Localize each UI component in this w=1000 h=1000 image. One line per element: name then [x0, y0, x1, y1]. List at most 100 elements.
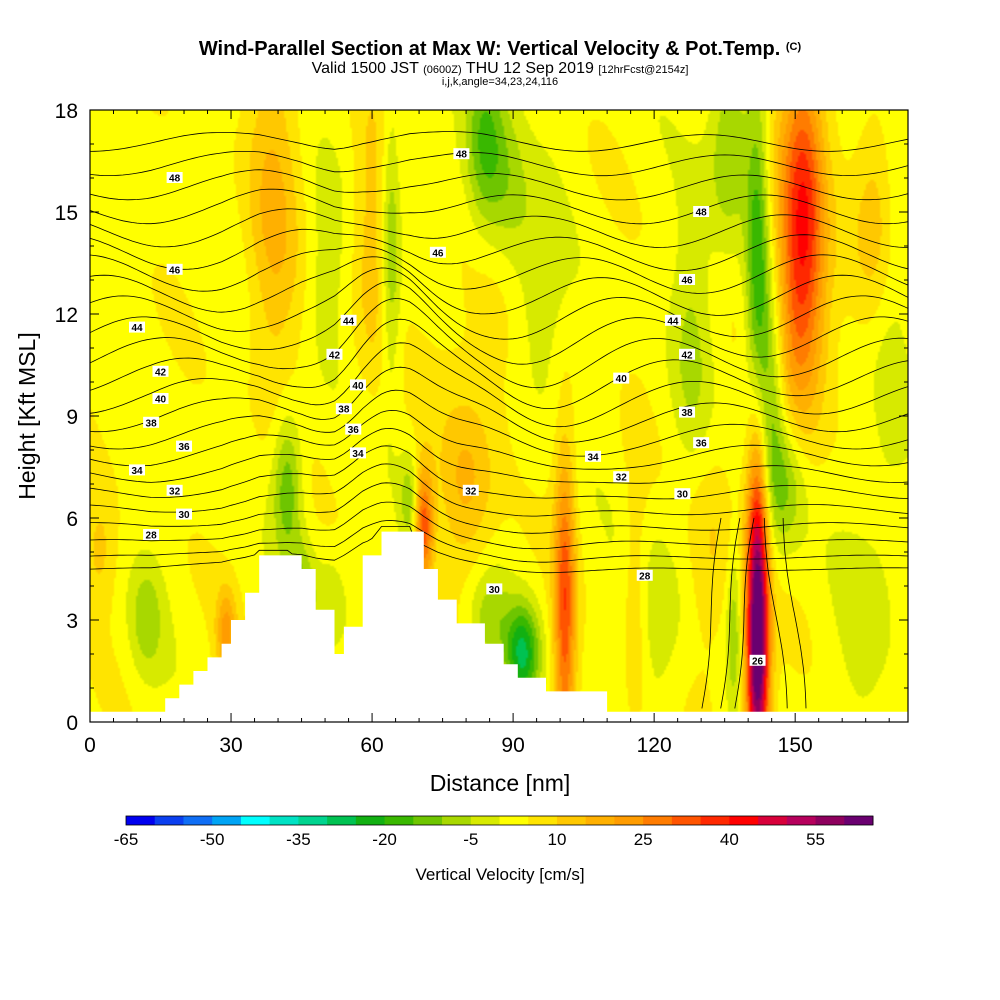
plot-area: 48 48 48 46 46 46 44 44 44 42 42 42 40 40 40 38 38 38 36 36…: [89, 109, 909, 723]
colorbar-tick-label: 55: [806, 830, 825, 849]
theta-contour-27: [90, 520, 908, 563]
theta-contour-44: [90, 208, 908, 248]
svg-text:48: 48: [456, 150, 468, 161]
svg-text:40: 40: [616, 374, 628, 385]
svg-text:28: 28: [639, 571, 651, 582]
colorbar-swatch: [499, 816, 529, 825]
x-tick-label: 120: [637, 734, 672, 757]
contour-label: 44: [664, 314, 681, 327]
colorbar-tick-label: -35: [286, 830, 311, 849]
contour-label: 30: [486, 583, 503, 596]
theta-contour-vertical: [782, 517, 807, 709]
contour-label: 46: [166, 263, 183, 276]
colorbar-swatch: [815, 816, 845, 825]
colorbar-swatch: [470, 816, 500, 825]
contour-label: 42: [152, 365, 169, 378]
theta-contour-48: [90, 131, 908, 152]
svg-text:28: 28: [146, 531, 158, 542]
x-tick-label: 0: [84, 734, 96, 757]
svg-text:34: 34: [587, 452, 599, 463]
theta-contours: [90, 131, 908, 709]
contour-label: 44: [129, 321, 146, 334]
contour-label: 40: [613, 372, 630, 385]
theta-contour-31: [90, 445, 908, 500]
colorbar-swatch: [413, 816, 443, 825]
colorbar-swatch: [585, 816, 615, 825]
y-tick-label: 6: [66, 508, 78, 531]
contour-label: 30: [176, 508, 193, 521]
theta-contour-45: [90, 188, 908, 225]
svg-text:38: 38: [146, 418, 158, 429]
svg-text:32: 32: [169, 486, 181, 497]
svg-text:36: 36: [348, 425, 360, 436]
chart-subtitle: Valid 1500 JST (0600Z) THU 12 Sep 2019 […: [311, 60, 689, 77]
colorbar-swatch: [729, 816, 759, 825]
contour-label: 34: [585, 450, 602, 463]
svg-text:32: 32: [465, 486, 477, 497]
theta-contour-42: [90, 245, 908, 294]
contour-label: 38: [143, 416, 160, 429]
colorbar-swatch: [269, 816, 299, 825]
colorbar-tick-label: -50: [200, 830, 225, 849]
contour-label: 32: [462, 484, 479, 497]
svg-text:42: 42: [681, 350, 693, 361]
colorbar-swatch: [700, 816, 730, 825]
svg-text:48: 48: [696, 208, 708, 219]
colorbar-swatch: [614, 816, 644, 825]
contour-label: 40: [152, 393, 169, 406]
theta-contour-vertical: [720, 517, 741, 709]
contour-label: 38: [679, 406, 696, 419]
svg-text:26: 26: [752, 656, 764, 667]
y-tick-label: 18: [55, 100, 78, 123]
svg-text:48: 48: [169, 174, 181, 185]
y-tick-label: 3: [66, 610, 78, 633]
contour-label: 48: [693, 206, 710, 219]
svg-text:34: 34: [131, 466, 143, 477]
colorbar-swatch: [844, 816, 874, 825]
svg-text:36: 36: [178, 442, 190, 453]
colorbar-label: Vertical Velocity [cm/s]: [415, 865, 584, 884]
theta-contour-43: [90, 228, 908, 272]
svg-text:46: 46: [681, 276, 693, 287]
colorbar-tick-label: -5: [463, 830, 478, 849]
contour-label: 48: [453, 148, 470, 161]
colorbar-swatch: [126, 816, 156, 825]
contour-label: 32: [166, 484, 183, 497]
theta-contour-36: [90, 342, 908, 428]
y-tick-label: 12: [55, 304, 78, 327]
vertical-velocity-field: [90, 110, 908, 722]
colorbar-tick-label: -65: [114, 830, 139, 849]
colorbar-frame: [125, 815, 874, 826]
svg-text:44: 44: [131, 323, 143, 334]
colorbar-swatch: [556, 816, 587, 825]
theta-contour-vertical: [701, 517, 722, 709]
theta-contour-46: [90, 169, 908, 201]
contour-label: 46: [679, 274, 696, 287]
contour-label: 34: [129, 464, 146, 477]
colorbar-tick-label: 10: [548, 830, 567, 849]
colorbar-swatch: [442, 816, 472, 825]
contour-label: 36: [345, 423, 362, 436]
contour-label: 34: [349, 447, 366, 460]
svg-text:42: 42: [155, 367, 167, 378]
svg-text:34: 34: [352, 449, 364, 460]
contour-label: 32: [613, 471, 630, 484]
theta-contour-vertical: [734, 517, 755, 709]
svg-text:38: 38: [681, 408, 693, 419]
theta-contour-30: [90, 463, 908, 517]
y-tick-label: 15: [55, 202, 78, 225]
colorbar-swatch: [327, 816, 357, 825]
colorbar-tick-label: -20: [372, 830, 397, 849]
colorbar-swatch: [786, 816, 817, 825]
colorbar: -65 -50 -35 -20 -5 10 25 40 55: [114, 815, 874, 849]
theta-contour-40: [90, 267, 908, 340]
x-tick-label: 30: [219, 734, 242, 757]
theta-contour-35: [90, 366, 908, 443]
x-axis-label: Distance [nm]: [430, 770, 571, 796]
colorbar-swatch: [528, 816, 558, 825]
colorbar-swatch: [643, 816, 673, 825]
theta-contour-26: [90, 526, 908, 574]
svg-text:40: 40: [155, 395, 167, 406]
x-axis: 0 30 60 90 120 150: [84, 110, 890, 757]
